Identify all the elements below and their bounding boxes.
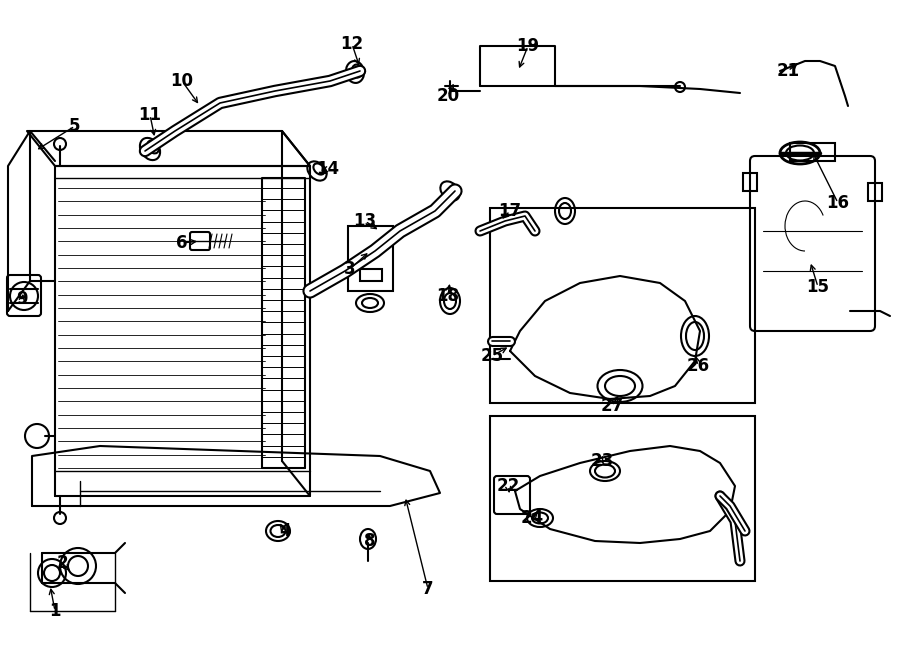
- Text: 15: 15: [806, 278, 830, 296]
- Bar: [790, 143, 835, 161]
- Text: 7: 7: [422, 580, 434, 598]
- Text: 26: 26: [687, 357, 709, 375]
- Text: 6: 6: [176, 234, 188, 252]
- Bar: [490, 208, 755, 403]
- Text: 21: 21: [777, 62, 799, 80]
- Text: 5: 5: [69, 117, 81, 135]
- Text: 14: 14: [317, 160, 339, 178]
- Text: 4: 4: [279, 522, 291, 540]
- Text: 27: 27: [600, 397, 624, 415]
- Text: 2: 2: [56, 554, 68, 572]
- Text: 17: 17: [499, 202, 522, 220]
- Bar: [743, 173, 757, 191]
- Text: 12: 12: [340, 35, 364, 53]
- Bar: [868, 183, 882, 201]
- Bar: [348, 226, 393, 291]
- Text: 8: 8: [364, 532, 376, 550]
- Bar: [360, 269, 382, 281]
- Text: 11: 11: [139, 106, 161, 124]
- Text: 24: 24: [520, 509, 544, 527]
- Text: 16: 16: [826, 194, 850, 212]
- Text: 3: 3: [344, 260, 356, 278]
- Text: 9: 9: [16, 290, 28, 308]
- Text: 18: 18: [436, 287, 460, 305]
- Text: 10: 10: [170, 72, 194, 90]
- Text: 22: 22: [497, 477, 519, 495]
- Text: 19: 19: [517, 37, 540, 55]
- Text: 20: 20: [436, 87, 460, 105]
- Bar: [490, 416, 755, 581]
- Text: 13: 13: [354, 212, 376, 230]
- Text: 25: 25: [481, 347, 504, 365]
- Text: 1: 1: [50, 602, 61, 620]
- Text: 23: 23: [590, 452, 614, 470]
